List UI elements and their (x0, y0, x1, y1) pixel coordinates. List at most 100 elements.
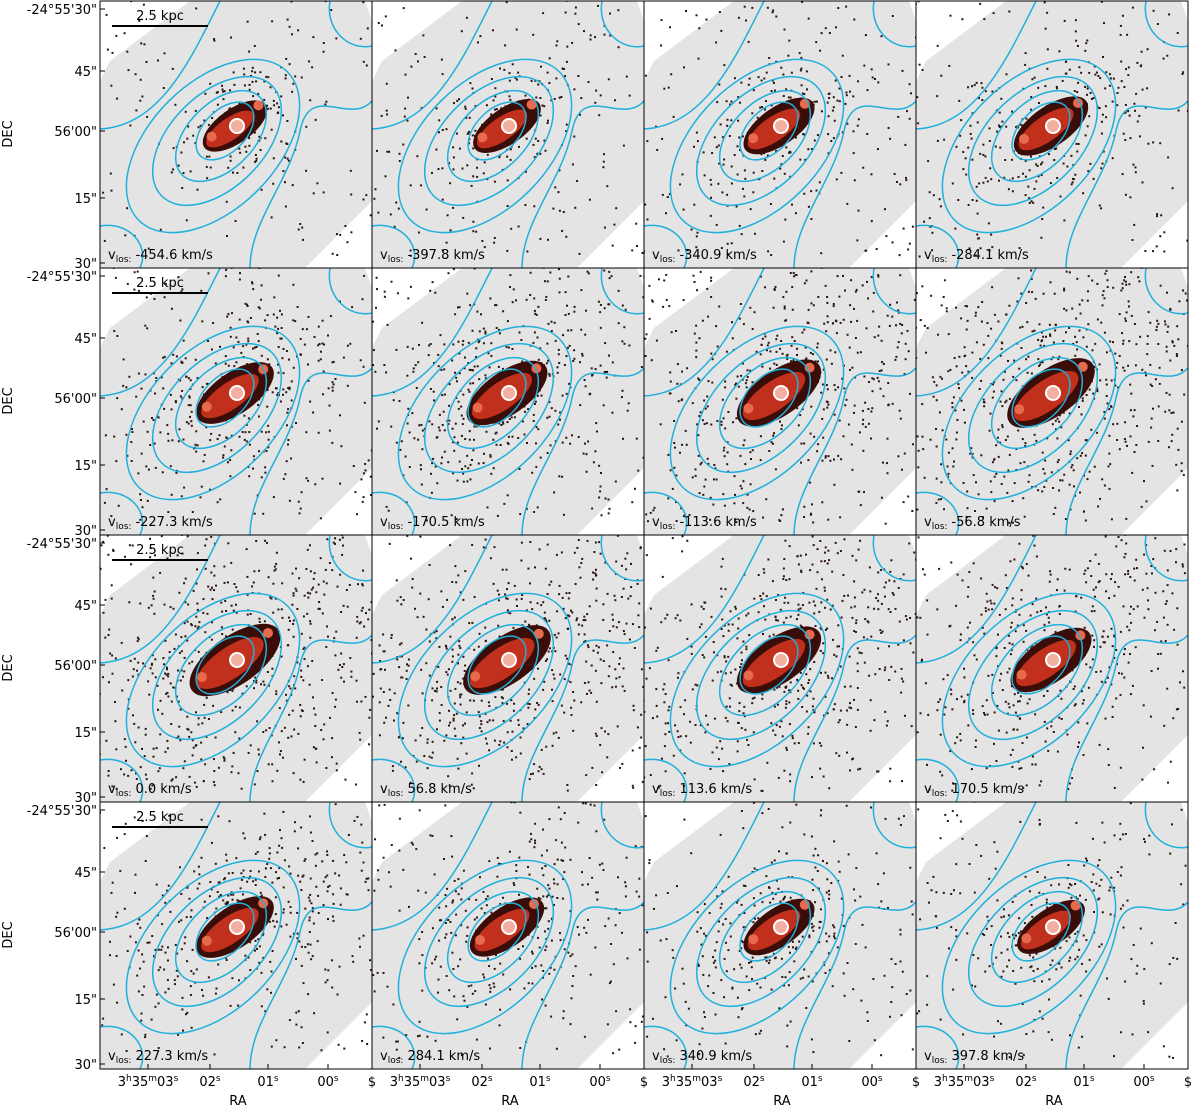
dot (723, 504, 726, 507)
dot (1164, 323, 1167, 326)
dot (546, 71, 549, 74)
dot (1180, 469, 1183, 472)
dot (331, 692, 334, 694)
dot (415, 387, 418, 389)
dot (221, 610, 224, 613)
dot (747, 83, 750, 86)
dot (1087, 323, 1090, 326)
dot (191, 660, 194, 663)
dot (773, 432, 775, 435)
dot (1132, 163, 1135, 166)
velocity-label: vlos: -454.6 km/s (108, 248, 213, 265)
dot (877, 334, 880, 337)
dot (793, 275, 796, 278)
dot (964, 305, 967, 307)
dot (570, 329, 573, 332)
dot (223, 757, 226, 760)
dot (330, 756, 333, 759)
dot (911, 510, 914, 512)
dot (884, 522, 887, 525)
emission-core (748, 133, 759, 144)
dot (146, 115, 149, 118)
dot (464, 107, 467, 110)
dot (1065, 309, 1068, 312)
dot (279, 753, 281, 756)
dot (665, 273, 668, 276)
dot (224, 355, 227, 358)
dot (1125, 311, 1128, 314)
dot (1079, 312, 1082, 315)
dot (560, 96, 563, 98)
dot (629, 595, 632, 598)
dot (733, 502, 736, 505)
dot (464, 570, 467, 573)
dot (288, 499, 291, 502)
dot (373, 197, 376, 200)
dot (834, 388, 837, 391)
dot (1166, 291, 1168, 294)
dot (1166, 54, 1169, 57)
dot (695, 349, 698, 352)
dot (1082, 510, 1085, 513)
dot (143, 755, 146, 758)
dot (187, 404, 190, 407)
dot (1056, 461, 1059, 464)
dot (497, 624, 500, 627)
dot (114, 276, 117, 279)
dot (414, 53, 417, 55)
dot (257, 404, 260, 406)
dot (1096, 282, 1099, 285)
dot (197, 723, 200, 726)
dot (561, 394, 564, 397)
dot (420, 423, 423, 426)
dot (114, 657, 117, 660)
contour (600, 1, 644, 48)
dot (317, 583, 320, 586)
dot (1081, 397, 1084, 400)
dot (314, 483, 317, 486)
dot (809, 481, 812, 484)
dot (572, 729, 575, 732)
dot (174, 401, 177, 404)
dot (853, 18, 856, 21)
dot (509, 158, 512, 161)
dot (1076, 150, 1079, 153)
dot (980, 379, 983, 382)
dot (1039, 363, 1042, 366)
dot (379, 660, 382, 662)
dot (196, 608, 199, 611)
dot (928, 191, 931, 194)
dot (482, 172, 485, 175)
dot (1121, 332, 1124, 335)
dot (443, 739, 446, 742)
dot (256, 770, 259, 773)
dot (954, 409, 957, 412)
emission-core (1019, 134, 1029, 144)
dot (486, 721, 489, 724)
dot (531, 471, 534, 474)
dot (816, 134, 819, 137)
dot (462, 216, 465, 219)
dot (249, 317, 252, 319)
dot (565, 235, 568, 238)
dot (937, 498, 940, 501)
dot (282, 348, 285, 350)
dot (328, 404, 331, 407)
dot (477, 341, 480, 344)
dot (225, 436, 228, 439)
dot (723, 455, 726, 458)
dot (1026, 371, 1029, 374)
dot (244, 302, 247, 305)
dot (178, 428, 181, 431)
dot (136, 640, 139, 643)
dot (133, 657, 136, 660)
dot (285, 693, 287, 696)
dot (726, 441, 729, 444)
dot (315, 747, 318, 750)
dot (1038, 364, 1040, 367)
dot (1105, 351, 1108, 354)
dot (618, 663, 621, 665)
dot (695, 356, 698, 359)
dot (175, 776, 178, 779)
dot (752, 510, 755, 513)
